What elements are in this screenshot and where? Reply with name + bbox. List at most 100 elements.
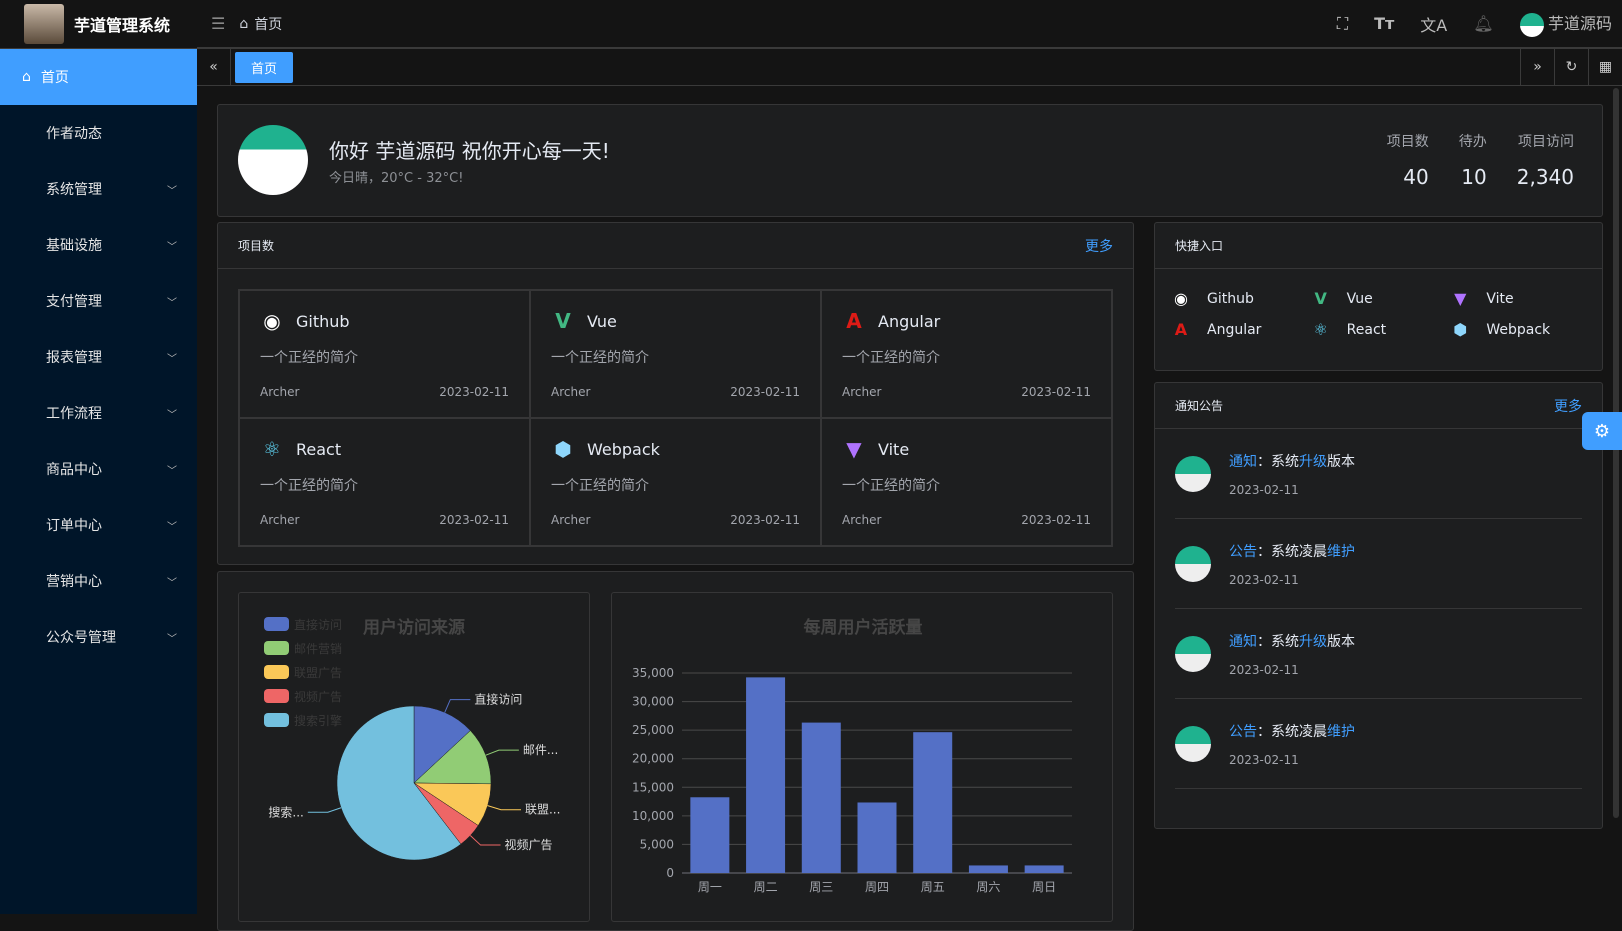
bar [690,797,730,873]
tab-bar: « 首页 » ↻ ▦ [197,49,1622,86]
more-link[interactable]: 更多 [1085,238,1113,255]
webpack-icon: ⬢ [554,437,572,461]
notice-item[interactable]: 公告：系统凌晨维护 2023-02-11 [1175,519,1582,609]
project-date: 2023-02-11 [1021,513,1091,527]
logo[interactable]: 芋道管理系统 [0,0,197,48]
project-author: Archer [260,385,300,399]
avatar [1175,635,1211,672]
shortcuts-card: 快捷入口 ◉ Github V Vue ▼ Vite A Angular ⚛ React ⬢ Webp… [1154,222,1603,371]
chevron-down-icon: ﹀ [167,465,177,477]
legend-label: 邮件营销 [294,642,342,656]
scrollbar[interactable] [1613,88,1619,818]
project-author: Archer [842,385,882,399]
notice-item[interactable]: 公告：系统凌晨维护 2023-02-11 [1175,699,1582,789]
project-name: Webpack [587,439,660,459]
project-desc: 一个正经的简介 [260,350,358,366]
card-title: 项目数 [238,239,275,253]
project-item[interactable]: A Angular 一个正经的简介 Archer 2023-02-11 [821,290,1112,418]
chevron-down-icon: ﹀ [167,241,177,253]
sidebar-item[interactable]: 工作流程 ﹀ [0,385,197,441]
bell-icon[interactable]: 🔔︎ [1473,14,1494,33]
legend-swatch [264,617,289,631]
sidebar: ⌂ 首页 作者动态 系统管理 ﹀ 基础设施 ﹀ 支付管理 ﹀ 报表管理 ﹀ 工作流程 ﹀ 商品中心 ﹀ 订单中… [0,49,197,914]
home-icon: ⌂ [22,69,31,85]
sidebar-item[interactable]: 系统管理 ﹀ [0,161,197,217]
chevron-down-icon: ﹀ [167,353,177,365]
weather: 今日晴，20°C - 32°C! [329,171,464,186]
notice-highlight: 维护 [1327,723,1355,740]
sidebar-item[interactable]: 基础设施 ﹀ [0,217,197,273]
avatar [1519,13,1544,37]
notice-item[interactable]: 通知：系统升级版本 2023-02-11 [1175,609,1582,699]
notice-item[interactable]: 通知：系统升级版本 2023-02-11 [1175,429,1582,519]
shortcut-item[interactable]: A Angular [1169,320,1309,339]
pie-chart: 用户访问来源直接访问邮件营销联盟广告视频广告搜索引擎直接访问邮件...联盟...… [264,617,560,861]
tab-menu-button[interactable]: ▦ [1588,49,1622,85]
bar [857,802,897,873]
sidebar-item-label: 订单中心 [46,518,102,534]
scroll-left-button[interactable]: « [197,49,231,85]
project-author: Archer [842,513,882,527]
react-icon: ⚛ [1313,320,1328,339]
project-name: Angular [878,311,941,331]
shortcut-item[interactable]: ◉ Github [1169,289,1309,308]
slice-label: 直接访问 [474,692,522,707]
project-name: Vue [587,311,617,331]
stat: 项目数 40 [1387,131,1429,189]
shortcut-item[interactable]: ⬢ Webpack [1448,320,1588,339]
chevron-down-icon: ﹀ [167,521,177,533]
user-menu[interactable]: 芋道源码 [1519,10,1612,37]
home-icon: ⌂ [239,15,249,32]
avatar [1175,725,1211,762]
sidebar-item[interactable]: 作者动态 [0,105,197,161]
sidebar-item[interactable]: 支付管理 ﹀ [0,273,197,329]
project-item[interactable]: ⚛ React 一个正经的简介 Archer 2023-02-11 [239,418,530,546]
project-item[interactable]: V Vue 一个正经的简介 Archer 2023-02-11 [530,290,821,418]
tab-home[interactable]: 首页 [235,51,294,83]
card-title: 通知公告 [1175,399,1224,413]
stat-label: 待办 [1458,134,1487,150]
settings-button[interactable]: ⚙ [1582,412,1622,450]
label-line [444,699,471,713]
breadcrumb[interactable]: ⌂ 首页 [239,14,282,34]
shortcut-name: Webpack [1486,321,1551,338]
shortcut-item[interactable]: ▼ Vite [1448,289,1588,308]
gear-icon: ⚙ [1593,420,1611,442]
stat-label: 项目数 [1386,134,1429,150]
more-link[interactable]: 更多 [1554,398,1582,415]
shortcut-name: React [1346,321,1387,338]
legend-swatch [264,689,289,703]
avatar [1175,455,1211,492]
y-tick-label: 25,000 [632,723,674,737]
shortcut-item[interactable]: ⚛ React [1309,320,1449,339]
notice-type: 通知 [1229,633,1257,650]
sidebar-item[interactable]: 商品中心 ﹀ [0,441,197,497]
menu-collapse-icon[interactable]: ☰ [211,14,226,33]
webpack-icon: ⬢ [1453,320,1468,339]
angular-icon: A [1174,320,1188,339]
sidebar-item[interactable]: 营销中心 ﹀ [0,553,197,609]
logo-image [24,3,64,44]
font-size-icon[interactable]: Tт [1374,14,1395,33]
sidebar-item[interactable]: 报表管理 ﹀ [0,329,197,385]
refresh-button[interactable]: ↻ [1554,49,1588,85]
vue-icon: V [555,309,571,333]
fullscreen-icon[interactable]: ⛶ [1336,13,1349,33]
sidebar-item[interactable]: 公众号管理 ﹀ [0,609,197,665]
vite-icon: ▼ [1454,289,1467,308]
notice-highlight: 升级 [1299,453,1327,470]
y-tick-label: 30,000 [632,695,674,709]
shortcut-name: Vue [1346,290,1373,307]
project-desc: 一个正经的简介 [842,478,940,494]
translate-icon[interactable]: 文A [1420,15,1448,35]
sidebar-item[interactable]: ⌂ 首页 [0,49,197,105]
stat: 待办 10 [1459,131,1487,189]
sidebar-item[interactable]: 订单中心 ﹀ [0,497,197,553]
project-item[interactable]: ▼ Vite 一个正经的简介 Archer 2023-02-11 [821,418,1112,546]
project-item[interactable]: ◉ Github 一个正经的简介 Archer 2023-02-11 [239,290,530,418]
project-item[interactable]: ⬢ Webpack 一个正经的简介 Archer 2023-02-11 [530,418,821,546]
user-avatar [238,125,308,195]
y-tick-label: 35,000 [632,666,674,680]
scroll-right-button[interactable]: » [1520,49,1554,85]
shortcut-item[interactable]: V Vue [1309,289,1449,308]
